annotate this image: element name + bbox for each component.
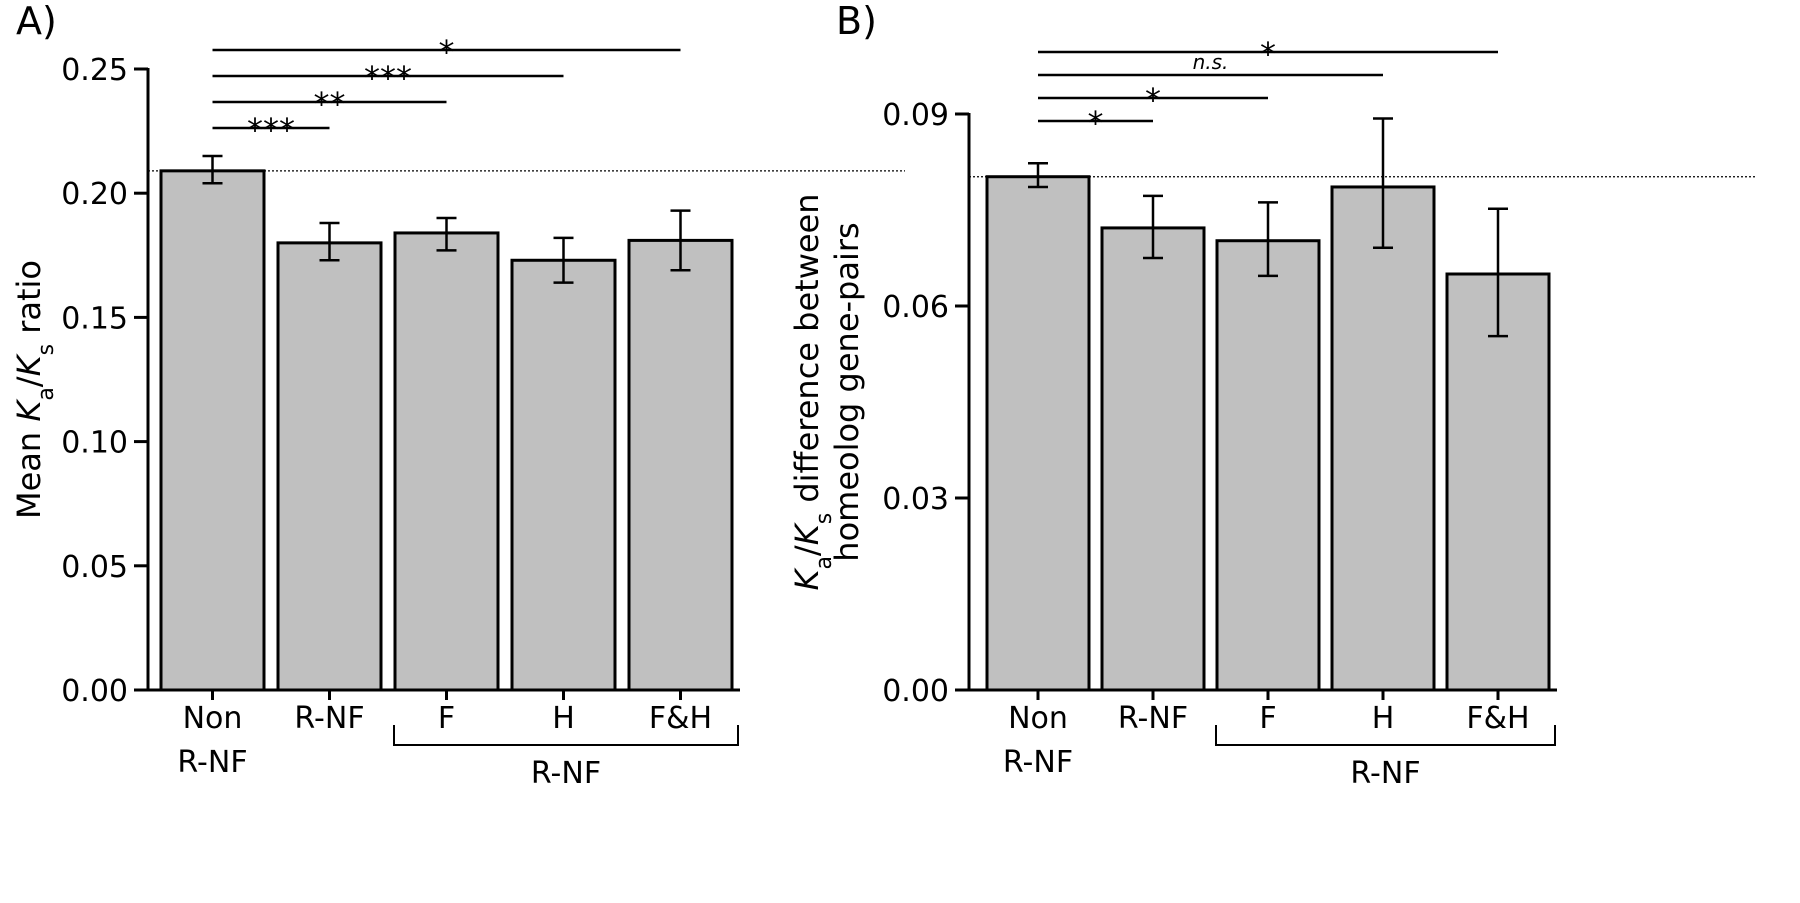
- significance-label-3: n.s.: [1193, 50, 1229, 74]
- panel-a: A) 0.00 0.05 0.10 0.15 0.20 0.25 Non R-NF R-NF F H F…: [10, 0, 905, 791]
- group-label: R-NF: [531, 756, 601, 791]
- y-tick-label-2: 0.03: [882, 482, 949, 517]
- bar-3: [1215, 239, 1321, 692]
- group-label: R-NF: [1350, 756, 1420, 791]
- bar-3: [393, 231, 500, 692]
- x-tick-label-4: H: [552, 701, 575, 736]
- y-tick-label-1: 0.00: [61, 674, 128, 709]
- bar-4: [1330, 185, 1436, 692]
- significance-label-2: **: [314, 85, 346, 123]
- bar-2: [1100, 226, 1206, 692]
- x-tick-label-1-line-1: Non: [1008, 701, 1068, 736]
- group-bracket: [1215, 725, 1556, 746]
- y-tick-label-1: 0.00: [882, 674, 949, 709]
- panel-label: B): [836, 0, 877, 43]
- bar-5: [627, 238, 734, 692]
- significance-label-2: *: [1145, 81, 1161, 119]
- significance-label-4: *: [439, 33, 455, 71]
- panel-b: B) 0.00 0.03 0.06 0.09 Non R-NF R-NF F H F&H R-NF * *…: [788, 0, 1757, 791]
- y-axis-title-line-1: Ka/Ks difference between: [788, 193, 837, 590]
- y-tick-label-4: 0.09: [882, 98, 949, 133]
- x-tick-label-5: F&H: [649, 701, 712, 736]
- bar-1: [985, 175, 1091, 692]
- significance-label-1: ***: [247, 111, 295, 149]
- group-bracket: [393, 725, 739, 746]
- y-tick-label-3: 0.06: [882, 290, 949, 325]
- bar-2: [276, 241, 383, 692]
- x-tick-label-1-line-2: R-NF: [1003, 745, 1073, 780]
- y-axis-title-line-2: homeolog gene-pairs: [828, 222, 866, 561]
- bar-5: [1445, 272, 1551, 692]
- significance-label-4: *: [1260, 35, 1276, 73]
- bar-1: [159, 169, 266, 692]
- significance-label-3: ***: [364, 59, 412, 97]
- y-tick-label-6: 0.25: [61, 53, 128, 88]
- x-tick-label-1-line-2: R-NF: [177, 745, 247, 780]
- y-tick-label-5: 0.20: [61, 177, 128, 212]
- y-axis-title: Mean Ka/Ks ratio: [10, 260, 59, 519]
- y-tick-label-3: 0.10: [61, 426, 128, 461]
- bar-4: [510, 258, 617, 692]
- x-tick-label-2: R-NF: [294, 701, 364, 736]
- x-tick-label-4: H: [1372, 701, 1395, 736]
- x-tick-label-2: R-NF: [1118, 701, 1188, 736]
- x-tick-label-3: F: [438, 701, 455, 736]
- panel-label: A): [16, 0, 57, 43]
- y-tick-label-4: 0.15: [61, 301, 128, 336]
- y-tick-label-2: 0.05: [61, 550, 128, 585]
- x-tick-label-5: F&H: [1466, 701, 1529, 736]
- significance-label-1: *: [1088, 104, 1104, 142]
- x-tick-label-1-line-1: Non: [183, 701, 243, 736]
- x-tick-label-3: F: [1259, 701, 1276, 736]
